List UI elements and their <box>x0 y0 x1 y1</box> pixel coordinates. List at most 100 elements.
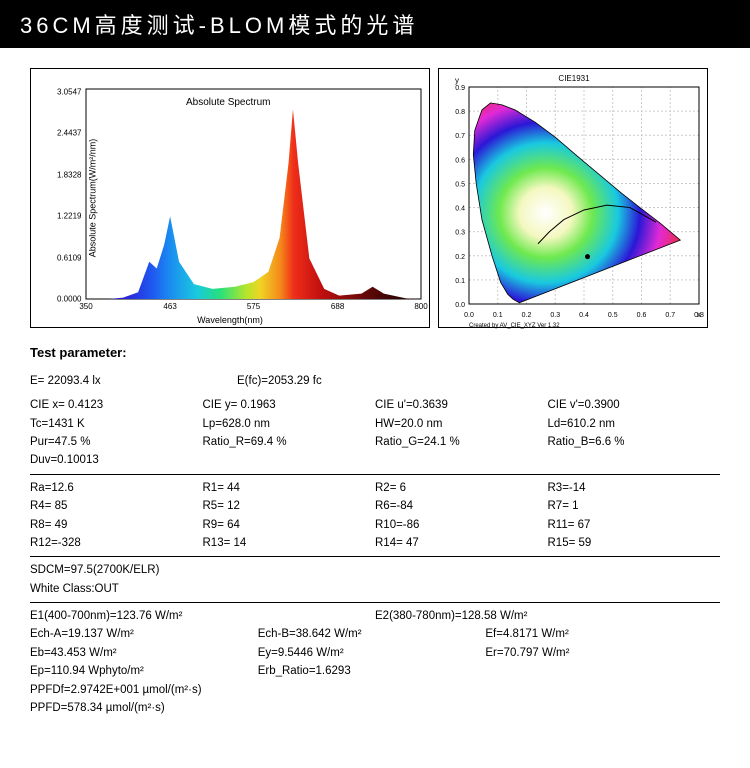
param-RatioR: Ratio_R=69.4 % <box>203 433 376 451</box>
divider-1 <box>30 474 720 475</box>
param-Eb: Eb=43.453 W/m² <box>30 644 258 662</box>
spectrum-xtick: 350 <box>79 302 92 311</box>
svg-text:0.8: 0.8 <box>455 109 465 116</box>
header-title: 36CM高度测试-BLOM模式的光谱 <box>20 13 418 38</box>
spectrum-xlabel: Wavelength(nm) <box>197 315 263 325</box>
spectrum-xtick: 463 <box>163 302 176 311</box>
param-PPFD: PPFD=578.34 µmol/(m²·s) <box>30 699 720 717</box>
page-header: 36CM高度测试-BLOM模式的光谱 <box>0 0 750 48</box>
svg-text:0.3: 0.3 <box>550 312 560 319</box>
spectrum-ylabel: Absolute Spectrum(W/m²/nm) <box>87 139 97 258</box>
divider-2 <box>30 556 720 557</box>
param-R15: R15= 59 <box>548 534 721 552</box>
param-Er: Er=70.797 W/m² <box>485 644 713 662</box>
param-WhiteClass: White Class:OUT <box>30 580 720 598</box>
spectrum-ytick: 0.0000 <box>57 295 81 304</box>
param-Ey: Ey=9.5446 W/m² <box>258 644 486 662</box>
param-R6: R6=-84 <box>375 497 548 515</box>
param-RatioB: Ratio_B=6.6 % <box>548 433 721 451</box>
svg-text:0.4: 0.4 <box>455 206 465 213</box>
energy-row-1: E1(400-700nm)=123.76 W/m² E2(380-780nm)=… <box>30 607 720 625</box>
param-R3: R3=-14 <box>548 479 721 497</box>
param-R2: R2= 6 <box>375 479 548 497</box>
param-R14: R14= 47 <box>375 534 548 552</box>
svg-text:0.1: 0.1 <box>493 312 503 319</box>
spectrum-title: Absolute Spectrum <box>186 97 271 108</box>
param-SDCM: SDCM=97.5(2700K/ELR) <box>30 561 720 579</box>
svg-text:0.7: 0.7 <box>455 133 465 140</box>
param-Pur: Pur=47.5 % <box>30 433 203 451</box>
param-row-cie: CIE x= 0.4123 CIE y= 0.1963 CIE u'=0.363… <box>30 396 720 414</box>
param-R7: R7= 1 <box>548 497 721 515</box>
spectrum-ytick: 2.4437 <box>57 129 81 138</box>
svg-text:0.0: 0.0 <box>455 302 465 309</box>
param-PPFDf: PPFDf=2.9742E+001 µmol/(m²·s) <box>30 681 720 699</box>
param-Ef: Ef=4.8171 W/m² <box>485 625 713 643</box>
param-R8: R8= 49 <box>30 516 203 534</box>
cie-chart: 0.0 0.1 0.2 0.3 0.4 0.5 0.6 0.7 0.8 0.0 0.1 0.2 0.3 0… <box>438 68 708 328</box>
param-CIEx: CIE x= 0.4123 <box>30 396 203 414</box>
svg-text:0.2: 0.2 <box>455 254 465 261</box>
param-E: E= 22093.4 lx <box>30 372 237 390</box>
svg-text:0.9: 0.9 <box>455 85 465 92</box>
param-EchA: Ech-A=19.137 W/m² <box>30 625 258 643</box>
param-CIEy: CIE y= 0.1963 <box>203 396 376 414</box>
svg-text:0.3: 0.3 <box>455 230 465 237</box>
svg-text:0.7: 0.7 <box>665 312 675 319</box>
charts-row: Absolute Spectrum Absolute Spectrum(W/m²… <box>0 48 750 338</box>
param-R1: R1= 44 <box>203 479 376 497</box>
param-Erb: Erb_Ratio=1.6293 <box>258 662 486 680</box>
param-row-color2: Pur=47.5 % Ratio_R=69.4 % Ratio_G=24.1 %… <box>30 433 720 451</box>
param-Ld: Ld=610.2 nm <box>548 415 721 433</box>
svg-text:0.4: 0.4 <box>579 312 589 319</box>
svg-text:0.5: 0.5 <box>455 181 465 188</box>
cri-row-2: R4= 85 R5= 12 R6=-84 R7= 1 <box>30 497 720 515</box>
param-Ep: Ep=110.94 Wphyto/m² <box>30 662 258 680</box>
cri-row-1: Ra=12.6 R1= 44 R2= 6 R3=-14 <box>30 479 720 497</box>
svg-text:0.1: 0.1 <box>455 278 465 285</box>
spectrum-xtick: 575 <box>247 302 260 311</box>
energy-row-2: Ech-A=19.137 W/m² Ech-B=38.642 W/m² Ef=4… <box>30 625 720 643</box>
param-Duv: Duv=0.10013 <box>30 451 203 469</box>
energy-row-4: Ep=110.94 Wphyto/m² Erb_Ratio=1.6293 <box>30 662 720 680</box>
spectrum-ytick: 0.6109 <box>57 253 81 262</box>
svg-text:0.2: 0.2 <box>522 312 532 319</box>
param-R5: R5= 12 <box>203 497 376 515</box>
svg-text:0.5: 0.5 <box>608 312 618 319</box>
svg-text:0.6: 0.6 <box>637 312 647 319</box>
svg-text:0.0: 0.0 <box>464 312 474 319</box>
svg-text:Created by AV_CIE_XYZ Ver 1.32: Created by AV_CIE_XYZ Ver 1.32 <box>469 323 560 329</box>
param-R10: R10=-86 <box>375 516 548 534</box>
param-E2: E2(380-780nm)=128.58 W/m² <box>375 607 720 625</box>
cie-svg: 0.0 0.1 0.2 0.3 0.4 0.5 0.6 0.7 0.8 0.0 0.1 0.2 0.3 0… <box>439 69 709 329</box>
spectrum-chart: Absolute Spectrum Absolute Spectrum(W/m²… <box>30 68 430 328</box>
spectrum-xtick: 688 <box>331 302 344 311</box>
param-Efc: E(fc)=2053.29 fc <box>237 372 410 390</box>
param-R13: R13= 14 <box>203 534 376 552</box>
param-Ra: Ra=12.6 <box>30 479 203 497</box>
param-R4: R4= 85 <box>30 497 203 515</box>
param-row-color1: Tc=1431 K Lp=628.0 nm HW=20.0 nm Ld=610.… <box>30 415 720 433</box>
param-E1: E1(400-700nm)=123.76 W/m² <box>30 607 375 625</box>
param-RatioG: Ratio_G=24.1 % <box>375 433 548 451</box>
params-heading: Test parameter: <box>30 343 720 364</box>
test-parameters: Test parameter: E= 22093.4 lx E(fc)=2053… <box>0 338 750 737</box>
param-EchB: Ech-B=38.642 W/m² <box>258 625 486 643</box>
svg-text:x: x <box>697 310 701 319</box>
svg-text:y: y <box>455 76 459 85</box>
param-CIEu: CIE u'=0.3639 <box>375 396 548 414</box>
param-R12: R12=-328 <box>30 534 203 552</box>
spectrum-ytick: 1.8328 <box>57 170 81 179</box>
cri-row-4: R12=-328 R13= 14 R14= 47 R15= 59 <box>30 534 720 552</box>
svg-text:0.6: 0.6 <box>455 157 465 164</box>
divider-3 <box>30 602 720 603</box>
param-Tc: Tc=1431 K <box>30 415 203 433</box>
spectrum-xtick: 800 <box>414 302 427 311</box>
param-row-illuminance: E= 22093.4 lx E(fc)=2053.29 fc <box>30 372 720 390</box>
param-R11: R11= 67 <box>548 516 721 534</box>
param-Lp: Lp=628.0 nm <box>203 415 376 433</box>
param-CIEv: CIE v'=0.3900 <box>548 396 721 414</box>
spectrum-ytick: 3.0547 <box>57 88 81 97</box>
cri-row-3: R8= 49 R9= 64 R10=-86 R11= 67 <box>30 516 720 534</box>
svg-text:CIE1931: CIE1931 <box>558 74 590 83</box>
